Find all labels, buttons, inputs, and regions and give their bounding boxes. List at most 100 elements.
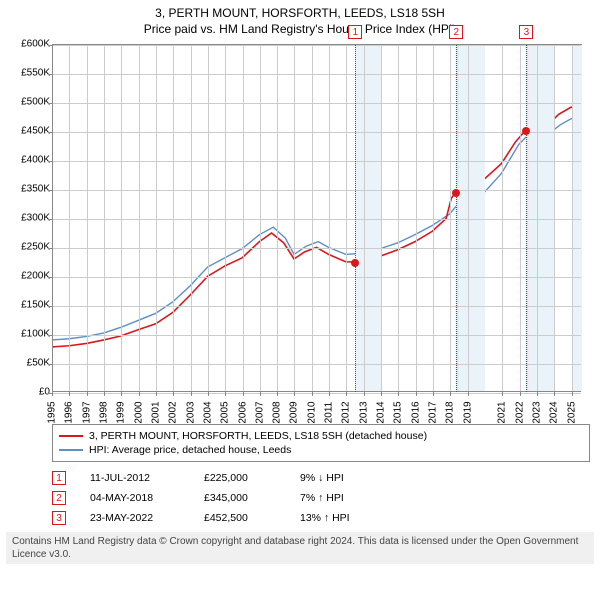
gridline-v <box>416 45 417 392</box>
gridline-v <box>121 45 122 392</box>
plot-region: 123 <box>52 44 582 392</box>
x-axis-label: 2000 <box>133 401 144 423</box>
legend-label: HPI: Average price, detached house, Leed… <box>89 444 291 456</box>
x-tick <box>260 392 261 396</box>
legend-swatch <box>59 449 83 451</box>
gridline-v <box>468 45 469 392</box>
gridline-v <box>225 45 226 392</box>
x-axis-line <box>52 391 581 392</box>
x-tick <box>121 392 122 396</box>
chart-title: 3, PERTH MOUNT, HORSFORTH, LEEDS, LS18 5… <box>0 0 600 20</box>
gridline-v <box>381 45 382 392</box>
legend-row: HPI: Average price, detached house, Leed… <box>59 443 583 457</box>
sale-point-marker <box>351 259 359 267</box>
x-tick <box>468 392 469 396</box>
gridline-v <box>502 45 503 392</box>
x-tick <box>225 392 226 396</box>
sale-event-marker: 2 <box>449 25 463 39</box>
y-axis-label: £50K <box>10 358 50 369</box>
y-axis-label: £100K <box>10 329 50 340</box>
sale-date: 11-JUL-2012 <box>90 472 180 484</box>
x-tick <box>520 392 521 396</box>
x-tick <box>554 392 555 396</box>
x-tick <box>346 392 347 396</box>
gridline-v <box>208 45 209 392</box>
x-axis-label: 1996 <box>64 401 75 423</box>
x-axis-label: 2012 <box>341 401 352 423</box>
sale-hpi-diff: 9% ↓ HPI <box>300 472 344 484</box>
x-tick <box>381 392 382 396</box>
sale-price: £452,500 <box>204 512 276 524</box>
gridline-v <box>294 45 295 392</box>
series-property <box>52 106 579 347</box>
sale-event-line <box>355 45 356 392</box>
x-axis-label: 2024 <box>549 401 560 423</box>
gridline-v <box>312 45 313 392</box>
legend-row: 3, PERTH MOUNT, HORSFORTH, LEEDS, LS18 5… <box>59 429 583 443</box>
legend: 3, PERTH MOUNT, HORSFORTH, LEEDS, LS18 5… <box>52 424 590 462</box>
x-axis-label: 2018 <box>445 401 456 423</box>
gridline-v <box>104 45 105 392</box>
y-axis-label: £300K <box>10 213 50 224</box>
x-axis-label: 2017 <box>428 401 439 423</box>
x-axis-label: 2001 <box>150 401 161 423</box>
x-axis-label: 2025 <box>566 401 577 423</box>
x-axis-label: 2013 <box>358 401 369 423</box>
x-axis-label: 2008 <box>272 401 283 423</box>
x-axis-label: 1995 <box>47 401 58 423</box>
x-axis-label: 2004 <box>202 401 213 423</box>
x-tick <box>398 392 399 396</box>
gridline-v <box>572 45 573 392</box>
sale-badge: 3 <box>52 511 66 525</box>
gridline-v <box>520 45 521 392</box>
sale-row: 323-MAY-2022£452,50013% ↑ HPI <box>52 508 590 528</box>
y-axis-label: £450K <box>10 126 50 137</box>
x-tick <box>191 392 192 396</box>
x-axis-label: 1999 <box>116 401 127 423</box>
y-axis-label: £350K <box>10 184 50 195</box>
sale-date: 04-MAY-2018 <box>90 492 180 504</box>
x-axis-label: 2005 <box>220 401 231 423</box>
y-axis-label: £200K <box>10 271 50 282</box>
sale-badge: 2 <box>52 491 66 505</box>
y-axis-label: £550K <box>10 68 50 79</box>
sale-event-marker: 3 <box>519 25 533 39</box>
legend-label: 3, PERTH MOUNT, HORSFORTH, LEEDS, LS18 5… <box>89 430 427 442</box>
sale-row: 111-JUL-2012£225,0009% ↓ HPI <box>52 468 590 488</box>
y-axis-label: £250K <box>10 242 50 253</box>
x-axis-label: 2014 <box>376 401 387 423</box>
y-axis-line <box>52 45 53 392</box>
gridline-v <box>243 45 244 392</box>
sale-event-line <box>456 45 457 392</box>
gridline-v <box>554 45 555 392</box>
x-axis-label: 2023 <box>531 401 542 423</box>
x-tick <box>277 392 278 396</box>
y-axis-label: £0 <box>10 387 50 398</box>
x-axis-label: 2022 <box>514 401 525 423</box>
y-axis-label: £600K <box>10 39 50 50</box>
y-axis-label: £500K <box>10 97 50 108</box>
chart-area: £0£50K£100K£150K£200K£250K£300K£350K£400… <box>10 40 590 420</box>
x-axis-label: 2016 <box>410 401 421 423</box>
x-tick <box>416 392 417 396</box>
x-tick <box>243 392 244 396</box>
x-tick <box>294 392 295 396</box>
x-axis-label: 2007 <box>254 401 265 423</box>
chart-subtitle: Price paid vs. HM Land Registry's House … <box>0 20 600 40</box>
sale-point-marker <box>452 189 460 197</box>
x-tick <box>537 392 538 396</box>
gridline-v <box>346 45 347 392</box>
x-axis-label: 2002 <box>168 401 179 423</box>
x-axis-label: 2021 <box>497 401 508 423</box>
gridline-v <box>277 45 278 392</box>
chart-container: 3, PERTH MOUNT, HORSFORTH, LEEDS, LS18 5… <box>0 0 600 590</box>
gridline-v <box>69 45 70 392</box>
x-tick <box>450 392 451 396</box>
gridline-v <box>87 45 88 392</box>
sale-point-marker <box>522 127 530 135</box>
sale-price: £225,000 <box>204 472 276 484</box>
sale-event-marker: 1 <box>348 25 362 39</box>
y-axis-label: £150K <box>10 300 50 311</box>
gridline-v <box>191 45 192 392</box>
sale-price: £345,000 <box>204 492 276 504</box>
